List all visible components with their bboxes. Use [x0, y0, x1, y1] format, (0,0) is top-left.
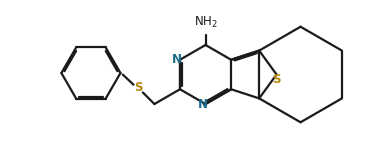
Text: N: N: [172, 53, 182, 66]
Text: S: S: [134, 81, 142, 94]
Text: NH$_2$: NH$_2$: [194, 15, 217, 30]
Text: N: N: [198, 98, 207, 111]
Text: S: S: [272, 73, 281, 86]
